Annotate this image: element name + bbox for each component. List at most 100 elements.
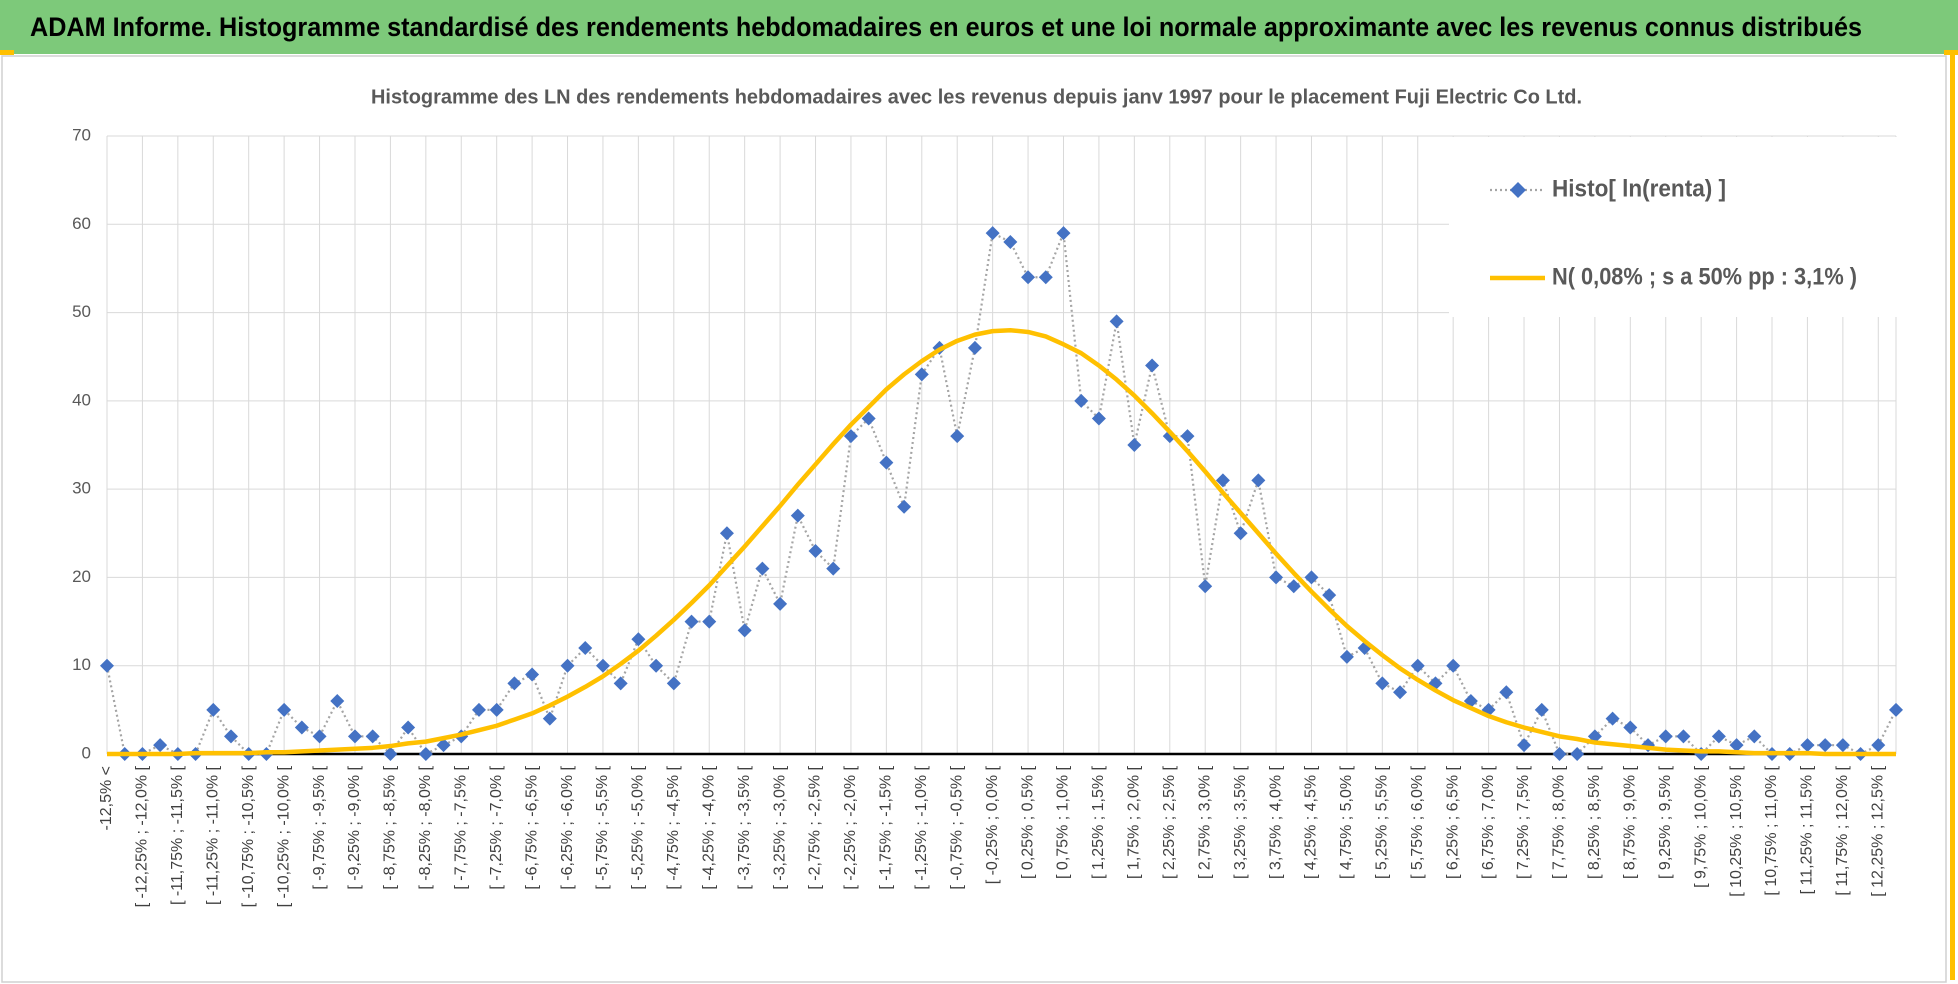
x-tick-label: [ 3,75% ; 4,0% [ xyxy=(1267,765,1284,879)
x-tick-label: [ -2,75% ; -2,5% [ xyxy=(807,765,824,889)
x-tick-label: [ -4,75% ; -4,5% [ xyxy=(665,765,682,889)
y-tick-label: 60 xyxy=(72,214,91,233)
data-point xyxy=(666,676,681,691)
data-point xyxy=(1286,579,1301,594)
x-tick-label: [ -3,75% ; -3,5% [ xyxy=(736,765,753,889)
x-tick-label: [ 10,25% ; 10,5% [ xyxy=(1728,765,1745,896)
data-point xyxy=(294,720,309,735)
data-point xyxy=(507,676,522,691)
x-tick-label: [ 6,25% ; 6,5% [ xyxy=(1444,765,1461,879)
series-line xyxy=(107,327,1896,757)
data-point xyxy=(1021,270,1036,285)
x-tick-label: -12,5% < xyxy=(98,766,115,830)
data-point xyxy=(471,702,486,717)
x-tick-label: [ -10,75% ; -10,5% [ xyxy=(240,765,257,907)
data-point xyxy=(1711,729,1726,744)
data-point xyxy=(1269,570,1284,585)
x-tick-label: [ 11,25% ; 11,5% [ xyxy=(1799,765,1816,894)
y-tick-label: 10 xyxy=(72,655,91,674)
x-tick-label: [ -5,25% ; -5,0% [ xyxy=(630,765,647,889)
data-point xyxy=(1747,729,1762,744)
x-tick-label: [ -8,25% ; -8,0% [ xyxy=(417,765,434,889)
data-point xyxy=(153,738,168,753)
data-point xyxy=(861,411,876,426)
y-tick-label: 50 xyxy=(72,302,91,321)
corner-mark xyxy=(1944,50,1958,55)
x-tick-label: [ 5,25% ; 5,5% [ xyxy=(1374,765,1391,879)
data-point xyxy=(1623,720,1638,735)
data-point xyxy=(223,729,238,744)
data-point xyxy=(613,676,628,691)
x-tick-label: [ 3,25% ; 3,5% [ xyxy=(1232,765,1249,879)
data-point xyxy=(1818,738,1833,753)
data-point xyxy=(365,729,380,744)
x-tick-label: [ 6,75% ; 7,0% [ xyxy=(1480,765,1497,879)
data-point xyxy=(418,747,433,761)
x-tick-label: [ 4,75% ; 5,0% [ xyxy=(1338,765,1355,879)
data-point xyxy=(1393,685,1408,700)
x-tick-label: [ -6,25% ; -6,0% [ xyxy=(559,765,576,889)
x-tick-label: [ -1,25% ; -1,0% [ xyxy=(913,765,930,889)
x-tick-label: [ -8,75% ; -8,5% [ xyxy=(382,765,399,889)
data-point xyxy=(560,658,575,673)
data-point xyxy=(967,340,982,355)
x-tick-label: [ 12,25% ; 12,5% [ xyxy=(1870,765,1887,896)
data-point xyxy=(330,694,345,709)
data-point xyxy=(1233,526,1248,541)
data-point xyxy=(1056,226,1071,241)
x-tick-label: [ 5,75% ; 6,0% [ xyxy=(1409,765,1426,879)
y-tick-label: 20 xyxy=(72,567,91,586)
data-point xyxy=(1499,685,1514,700)
data-point xyxy=(347,729,362,744)
data-point xyxy=(312,729,327,744)
data-point xyxy=(1074,393,1089,408)
chart-title: ADAM Informe. Histogramme standardisé de… xyxy=(30,12,1862,42)
corner-mark xyxy=(0,50,14,55)
data-point xyxy=(1658,729,1673,744)
x-tick-label: [ 8,75% ; 9,0% [ xyxy=(1622,765,1639,879)
data-point xyxy=(914,367,929,382)
edge-mark xyxy=(1950,55,1955,980)
data-point xyxy=(737,623,752,638)
x-tick-label: [ 9,25% ; 9,5% [ xyxy=(1657,765,1674,879)
x-tick-label: [ -4,25% ; -4,0% [ xyxy=(700,765,717,889)
x-tick-label: [ 2,25% ; 2,5% [ xyxy=(1161,765,1178,879)
data-point xyxy=(1180,429,1195,444)
data-point xyxy=(1145,358,1160,373)
data-point xyxy=(631,632,646,647)
chart-subtitle: Histogramme des LN des rendements hebdom… xyxy=(371,86,1582,108)
data-point xyxy=(1322,588,1337,603)
data-point xyxy=(1552,747,1567,761)
x-tick-label: [ -11,75% ; -11,5% [ xyxy=(169,765,186,905)
data-point xyxy=(1871,738,1886,753)
data-point xyxy=(1800,738,1815,753)
data-point xyxy=(206,702,221,717)
data-point xyxy=(1570,747,1585,761)
data-point xyxy=(719,526,734,541)
data-point xyxy=(950,429,965,444)
data-point xyxy=(1517,738,1532,753)
plot-area xyxy=(100,226,1903,761)
x-tick-label: [ -6,75% ; -6,5% [ xyxy=(523,765,540,889)
data-point xyxy=(383,747,398,761)
data-point xyxy=(1605,711,1620,726)
data-point xyxy=(1109,314,1124,329)
data-point xyxy=(1729,738,1744,753)
data-point xyxy=(489,702,504,717)
data-point xyxy=(755,561,770,576)
x-tick-label: [ 11,75% ; 12,0% [ xyxy=(1834,765,1851,895)
data-point xyxy=(277,702,292,717)
data-point xyxy=(684,614,699,629)
data-point xyxy=(702,614,717,629)
data-point xyxy=(826,561,841,576)
data-point xyxy=(100,658,114,673)
data-point xyxy=(1835,738,1850,753)
x-tick-label: [ 4,25% ; 4,5% [ xyxy=(1303,765,1320,879)
x-tick-label: [ 10,75% ; 11,0% [ xyxy=(1763,765,1780,895)
data-point xyxy=(897,499,912,514)
legend-marker xyxy=(1510,182,1526,198)
x-tick-label: [ -1,75% ; -1,5% [ xyxy=(878,765,895,889)
x-tick-label: [ -12,25% ; -12,0% [ xyxy=(134,765,151,907)
data-point xyxy=(525,667,540,682)
